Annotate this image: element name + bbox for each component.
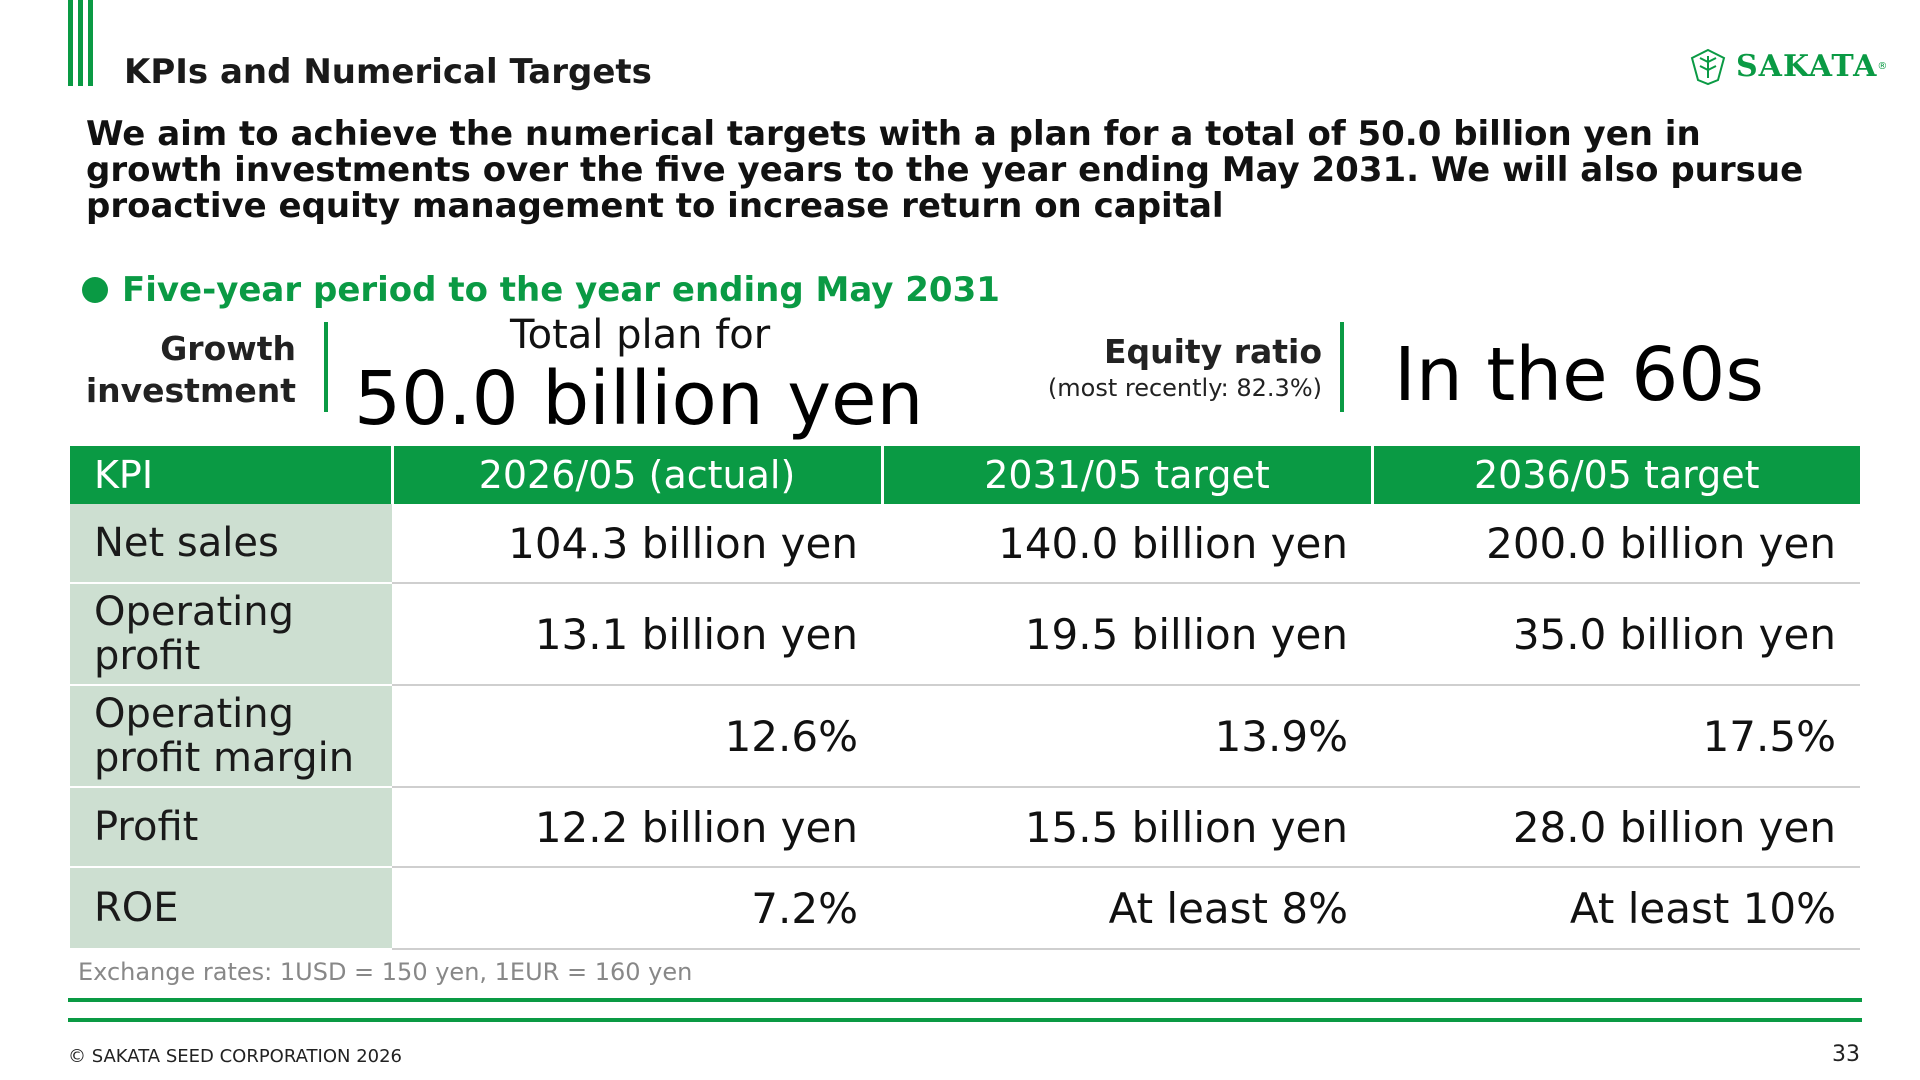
logo-text: SAKATA <box>1736 48 1878 84</box>
table-row: ROE 7.2% At least 8% At least 10% <box>70 867 1860 950</box>
row-label-line: Net sales <box>94 520 279 566</box>
table-row: Operating profit 13.1 billion yen 19.5 b… <box>70 583 1860 686</box>
leaf-logo-icon <box>1690 48 1726 86</box>
kpi-table: KPI 2026/05 (actual) 2031/05 target 2036… <box>70 446 1860 950</box>
header-accent-bar <box>78 0 83 86</box>
table-row: Profit 12.2 billion yen 15.5 billion yen… <box>70 787 1860 868</box>
row-label: Operating profit <box>70 583 392 686</box>
table-cell: 15.5 billion yen <box>882 787 1372 868</box>
registered-mark: ® <box>1877 60 1888 72</box>
table-cell: 12.2 billion yen <box>392 787 882 868</box>
table-cell: At least 8% <box>882 867 1372 950</box>
growth-investment-label-line2: investment <box>85 371 296 410</box>
header-2031-target: 2031/05 target <box>880 446 1372 504</box>
total-plan-label: Total plan for <box>510 312 771 358</box>
divider-line <box>1340 322 1344 412</box>
header-accent-bar <box>68 0 73 86</box>
table-row: Operating profit margin 12.6% 13.9% 17.5… <box>70 685 1860 788</box>
table-cell: 13.1 billion yen <box>392 583 882 686</box>
row-label: Net sales <box>70 504 392 584</box>
header-kpi: KPI <box>70 446 392 504</box>
table-cell: 35.0 billion yen <box>1372 583 1860 686</box>
period-text: Five-year period to the year ending May … <box>122 270 1000 310</box>
exchange-rate-note: Exchange rates: 1USD = 150 yen, 1EUR = 1… <box>78 958 693 986</box>
footer-divider <box>68 998 1862 1002</box>
table-header-row: KPI 2026/05 (actual) 2031/05 target 2036… <box>70 446 1860 504</box>
row-label-line: profit <box>94 633 201 679</box>
table-cell: 19.5 billion yen <box>882 583 1372 686</box>
row-label-line: ROE <box>94 885 179 931</box>
row-label: Operating profit margin <box>70 685 392 788</box>
total-plan-value: 50.0 billion yen <box>354 356 924 442</box>
table-cell: 12.6% <box>392 685 882 788</box>
row-label-line: Operating <box>94 691 294 737</box>
divider-line <box>324 322 328 412</box>
equity-ratio-value: In the 60s <box>1394 332 1764 418</box>
header-2026-actual: 2026/05 (actual) <box>390 446 882 504</box>
headline-text: We aim to achieve the numerical targets … <box>86 114 1804 226</box>
row-label-line: profit margin <box>94 735 355 781</box>
table-cell: 104.3 billion yen <box>392 504 882 584</box>
page-title: KPIs and Numerical Targets <box>124 52 652 92</box>
equity-ratio-sub: (most recently: 82.3%) <box>1047 374 1322 402</box>
row-label-line: Profit <box>94 804 199 850</box>
table-cell: 7.2% <box>392 867 882 950</box>
table-cell: 28.0 billion yen <box>1372 787 1860 868</box>
table-row: Net sales 104.3 billion yen 140.0 billio… <box>70 504 1860 584</box>
table-cell: 200.0 billion yen <box>1372 504 1860 584</box>
copyright-text: © SAKATA SEED CORPORATION 2026 <box>68 1046 403 1067</box>
table-cell: At least 10% <box>1372 867 1860 950</box>
bullet-dot-icon <box>82 277 108 303</box>
growth-investment-label-line1: Growth <box>160 329 296 368</box>
row-label: Profit <box>70 787 392 868</box>
period-heading: Five-year period to the year ending May … <box>82 270 1000 310</box>
table-cell: 17.5% <box>1372 685 1860 788</box>
page-number: 33 <box>1832 1042 1860 1067</box>
header-accent-bar <box>88 0 93 86</box>
growth-investment-label: Growth investment <box>80 328 296 412</box>
table-cell: 13.9% <box>882 685 1372 788</box>
table-cell: 140.0 billion yen <box>882 504 1372 584</box>
footer-divider <box>68 1018 1862 1022</box>
equity-ratio-label: Equity ratio <box>1103 332 1322 371</box>
row-label-line: Operating <box>94 589 294 635</box>
row-label: ROE <box>70 867 392 950</box>
sakata-logo: SAKATA ® <box>1688 46 1898 86</box>
header-2036-target: 2036/05 target <box>1370 446 1860 504</box>
